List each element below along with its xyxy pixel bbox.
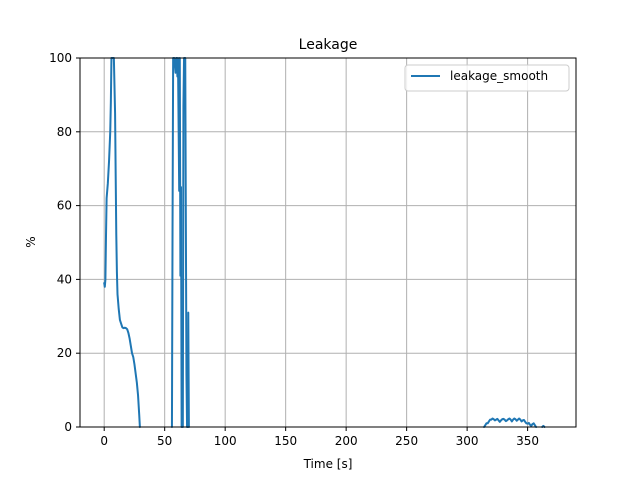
x-tick-label: 350 [516, 434, 539, 448]
series-line-segment [103, 57, 141, 428]
x-axis-ticks: 0 50 100 150 200 250 300 350 [100, 427, 539, 448]
x-tick-label: 250 [395, 434, 418, 448]
x-tick-label: 50 [157, 434, 172, 448]
y-axis-ticks: 0 20 40 60 80 100 [49, 51, 80, 434]
series-line-segment [186, 311, 190, 428]
axes-background [80, 58, 576, 427]
chart-title: Leakage [299, 37, 358, 53]
y-tick-label: 80 [57, 125, 72, 139]
x-tick-label: 100 [214, 434, 237, 448]
legend-label-leakage-smooth: leakage_smooth [450, 69, 548, 83]
x-tick-label: 200 [335, 434, 358, 448]
plot-area: 0 50 100 150 200 250 300 350 0 20 40 60 80 100 [49, 51, 577, 448]
legend-box [404, 64, 570, 92]
x-tick-label: 150 [274, 434, 297, 448]
y-tick-label: 60 [57, 199, 72, 213]
x-tick-label: 0 [100, 434, 108, 448]
y-tick-label: 20 [57, 346, 72, 360]
vertical-grid-lines [103, 58, 529, 427]
y-tick-label: 40 [57, 272, 72, 286]
x-axis-label: Time [s] [303, 457, 353, 471]
series-line-segment [483, 417, 538, 428]
axes-frame [79, 57, 577, 428]
y-axis-label: % [24, 236, 38, 247]
y-tick-label: 100 [49, 51, 72, 65]
x-tick-label: 300 [456, 434, 479, 448]
legend: leakage_smooth [404, 64, 570, 92]
y-tick-label: 0 [64, 420, 72, 434]
